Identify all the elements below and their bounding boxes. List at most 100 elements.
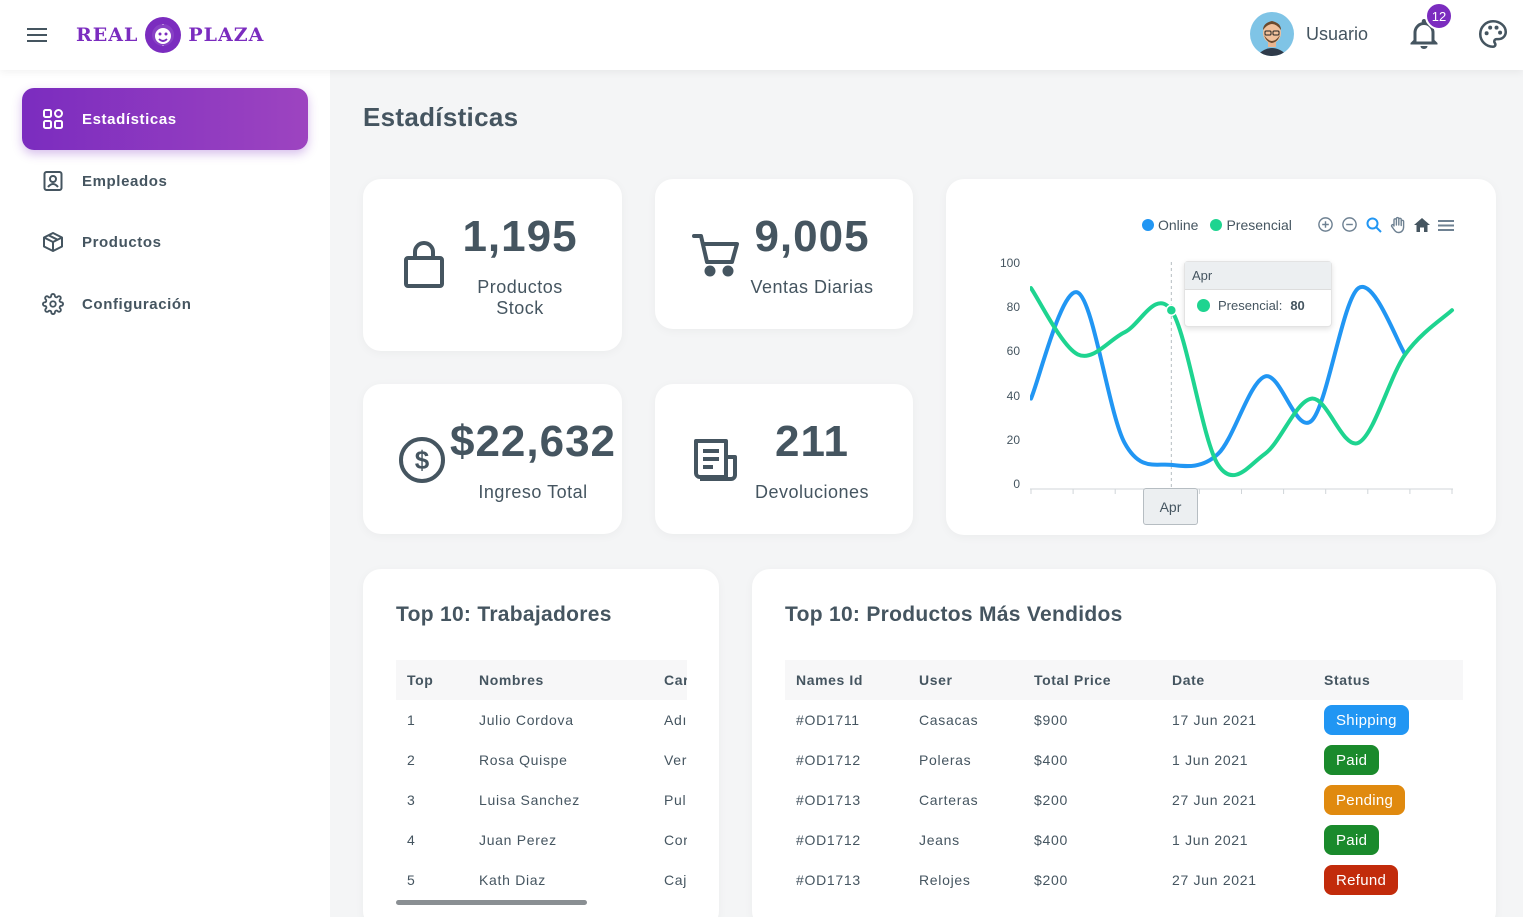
- table-cell: $200: [1034, 792, 1068, 808]
- table-cell: #OD1713: [796, 792, 861, 808]
- stat-label: Ventas Diarias: [750, 277, 874, 297]
- table-cell: Juan Perez: [479, 832, 557, 848]
- cart-icon: [692, 234, 739, 277]
- table-cell: 27 Jun 2021: [1172, 792, 1257, 808]
- legend-item-online[interactable]: Online: [1142, 217, 1198, 233]
- table-cell: #OD1711: [796, 712, 860, 728]
- table-cell: $400: [1034, 832, 1068, 848]
- top-products-card: [752, 569, 1496, 917]
- stat-card-ingreso-total: [363, 384, 622, 534]
- sidebar: Estadísticas Empleados Productos Configu…: [0, 70, 330, 917]
- avatar: [1250, 12, 1294, 56]
- dashboard-grid-icon: [43, 109, 63, 129]
- chart-legend: Online Presencial: [1142, 217, 1292, 233]
- sidebar-item-label: Productos: [82, 233, 162, 251]
- top-workers-table: Top Nombres Car 1 Julio Cordova Adı 2 Ro…: [396, 660, 687, 900]
- status-badge: Pending: [1324, 785, 1406, 815]
- status-badge: Shipping: [1324, 705, 1409, 735]
- table-cell: #OD1712: [796, 832, 861, 848]
- table-cell: 2: [407, 752, 416, 768]
- top-workers-title: Top 10: Trabajadores: [396, 603, 612, 626]
- stat-label: Ingreso Total: [478, 482, 588, 502]
- zoom-in-icon[interactable]: [1316, 215, 1335, 234]
- table-cell: Luisa Sanchez: [479, 792, 580, 808]
- column-header: Status: [1324, 672, 1371, 688]
- table-cell: Pul: [664, 792, 687, 808]
- status-badge: Paid: [1324, 745, 1380, 775]
- x-axis-tooltip: Apr: [1143, 488, 1198, 525]
- stat-value: $22,632: [449, 417, 617, 466]
- legend-dot: [1210, 219, 1223, 231]
- table-cell: 17 Jun 2021: [1172, 712, 1257, 728]
- column-header: Car: [664, 672, 687, 688]
- stat-value: 211: [775, 417, 849, 466]
- series-line-presencial[interactable]: [1030, 286, 1454, 478]
- pan-hand-icon[interactable]: [1388, 215, 1407, 234]
- table-cell: Kath Diaz: [479, 872, 546, 888]
- column-header: Date: [1172, 672, 1205, 688]
- table-cell: #OD1712: [796, 752, 861, 768]
- legend-label: Online: [1158, 217, 1199, 233]
- horizontal-scrollbar[interactable]: [396, 900, 587, 905]
- y-tick-label: 0: [1013, 477, 1020, 491]
- table-cell: 3: [407, 792, 416, 808]
- page-title: Estadísticas: [363, 102, 519, 132]
- hamburger-menu-icon[interactable]: [22, 22, 52, 48]
- sidebar-item-productos[interactable]: Productos: [22, 211, 308, 273]
- tooltip-title: Apr: [1185, 262, 1331, 290]
- table-cell: Casacas: [919, 712, 979, 728]
- sidebar-item-label: Estadísticas: [82, 110, 177, 128]
- stat-value: 1,195: [462, 212, 578, 261]
- table-cell: $400: [1034, 752, 1068, 768]
- stat-label: Productos: [477, 277, 563, 297]
- table-cell: Carteras: [919, 792, 979, 808]
- magnifier-icon[interactable]: [1364, 215, 1383, 234]
- table-cell: $900: [1034, 712, 1068, 728]
- table-cell: 27 Jun 2021: [1172, 872, 1257, 888]
- column-header: User: [919, 672, 953, 688]
- column-header: Nombres: [479, 672, 544, 688]
- notification-count-badge: 12: [1425, 2, 1453, 30]
- table-header: [396, 660, 687, 700]
- top-bar: REAL PLAZA Usuario 1: [0, 0, 1523, 70]
- box-icon: [43, 232, 63, 252]
- palette-icon[interactable]: [1476, 17, 1510, 51]
- user-name: Usuario: [1306, 23, 1369, 44]
- tooltip-value: 80: [1290, 298, 1305, 313]
- chart-tooltip: Apr Presencial: 80: [1184, 261, 1332, 327]
- tooltip-series: Presencial:: [1218, 298, 1283, 313]
- sidebar-item-empleados[interactable]: Empleados: [22, 150, 308, 212]
- shopping-bag-icon: [404, 241, 444, 288]
- top-products-title: Top 10: Productos Más Vendidos: [785, 603, 1123, 626]
- y-tick-label: 60: [1006, 344, 1020, 358]
- y-tick-label: 100: [999, 256, 1020, 270]
- stat-label: Devoluciones: [754, 482, 870, 502]
- table-cell: Jeans: [919, 832, 960, 848]
- y-tick-label: 20: [1006, 433, 1020, 447]
- sidebar-item-label: Configuración: [82, 295, 192, 313]
- top-workers-card: [363, 569, 719, 917]
- table-cell: $200: [1034, 872, 1068, 888]
- line-chart[interactable]: [1030, 262, 1455, 502]
- table-cell: Poleras: [919, 752, 972, 768]
- legend-label: Presencial: [1226, 217, 1292, 233]
- sidebar-item-estadisticas[interactable]: Estadísticas: [22, 88, 308, 150]
- brand-text-right: PLAZA: [188, 24, 265, 46]
- chart-menu-icon[interactable]: [1436, 215, 1455, 234]
- column-header: Names Id: [796, 672, 864, 688]
- sidebar-item-configuracion[interactable]: Configuración: [22, 273, 308, 335]
- y-tick-label: 40: [1006, 389, 1020, 403]
- legend-item-presencial[interactable]: Presencial: [1210, 217, 1292, 233]
- newspaper-icon: [694, 439, 737, 481]
- user-menu[interactable]: Usuario: [1250, 11, 1368, 57]
- column-header: Total Price: [1034, 672, 1112, 688]
- svg-text:$: $: [415, 445, 430, 475]
- table-cell: #OD1713: [796, 872, 861, 888]
- table-header: [785, 660, 1463, 700]
- series-line-online[interactable]: [1030, 284, 1408, 469]
- brand-logo[interactable]: REAL PLAZA: [76, 14, 264, 56]
- zoom-out-icon[interactable]: [1340, 215, 1359, 234]
- home-reset-icon[interactable]: [1412, 215, 1431, 234]
- table-cell: Ver: [664, 752, 687, 768]
- highlighted-data-point[interactable]: [1165, 304, 1178, 316]
